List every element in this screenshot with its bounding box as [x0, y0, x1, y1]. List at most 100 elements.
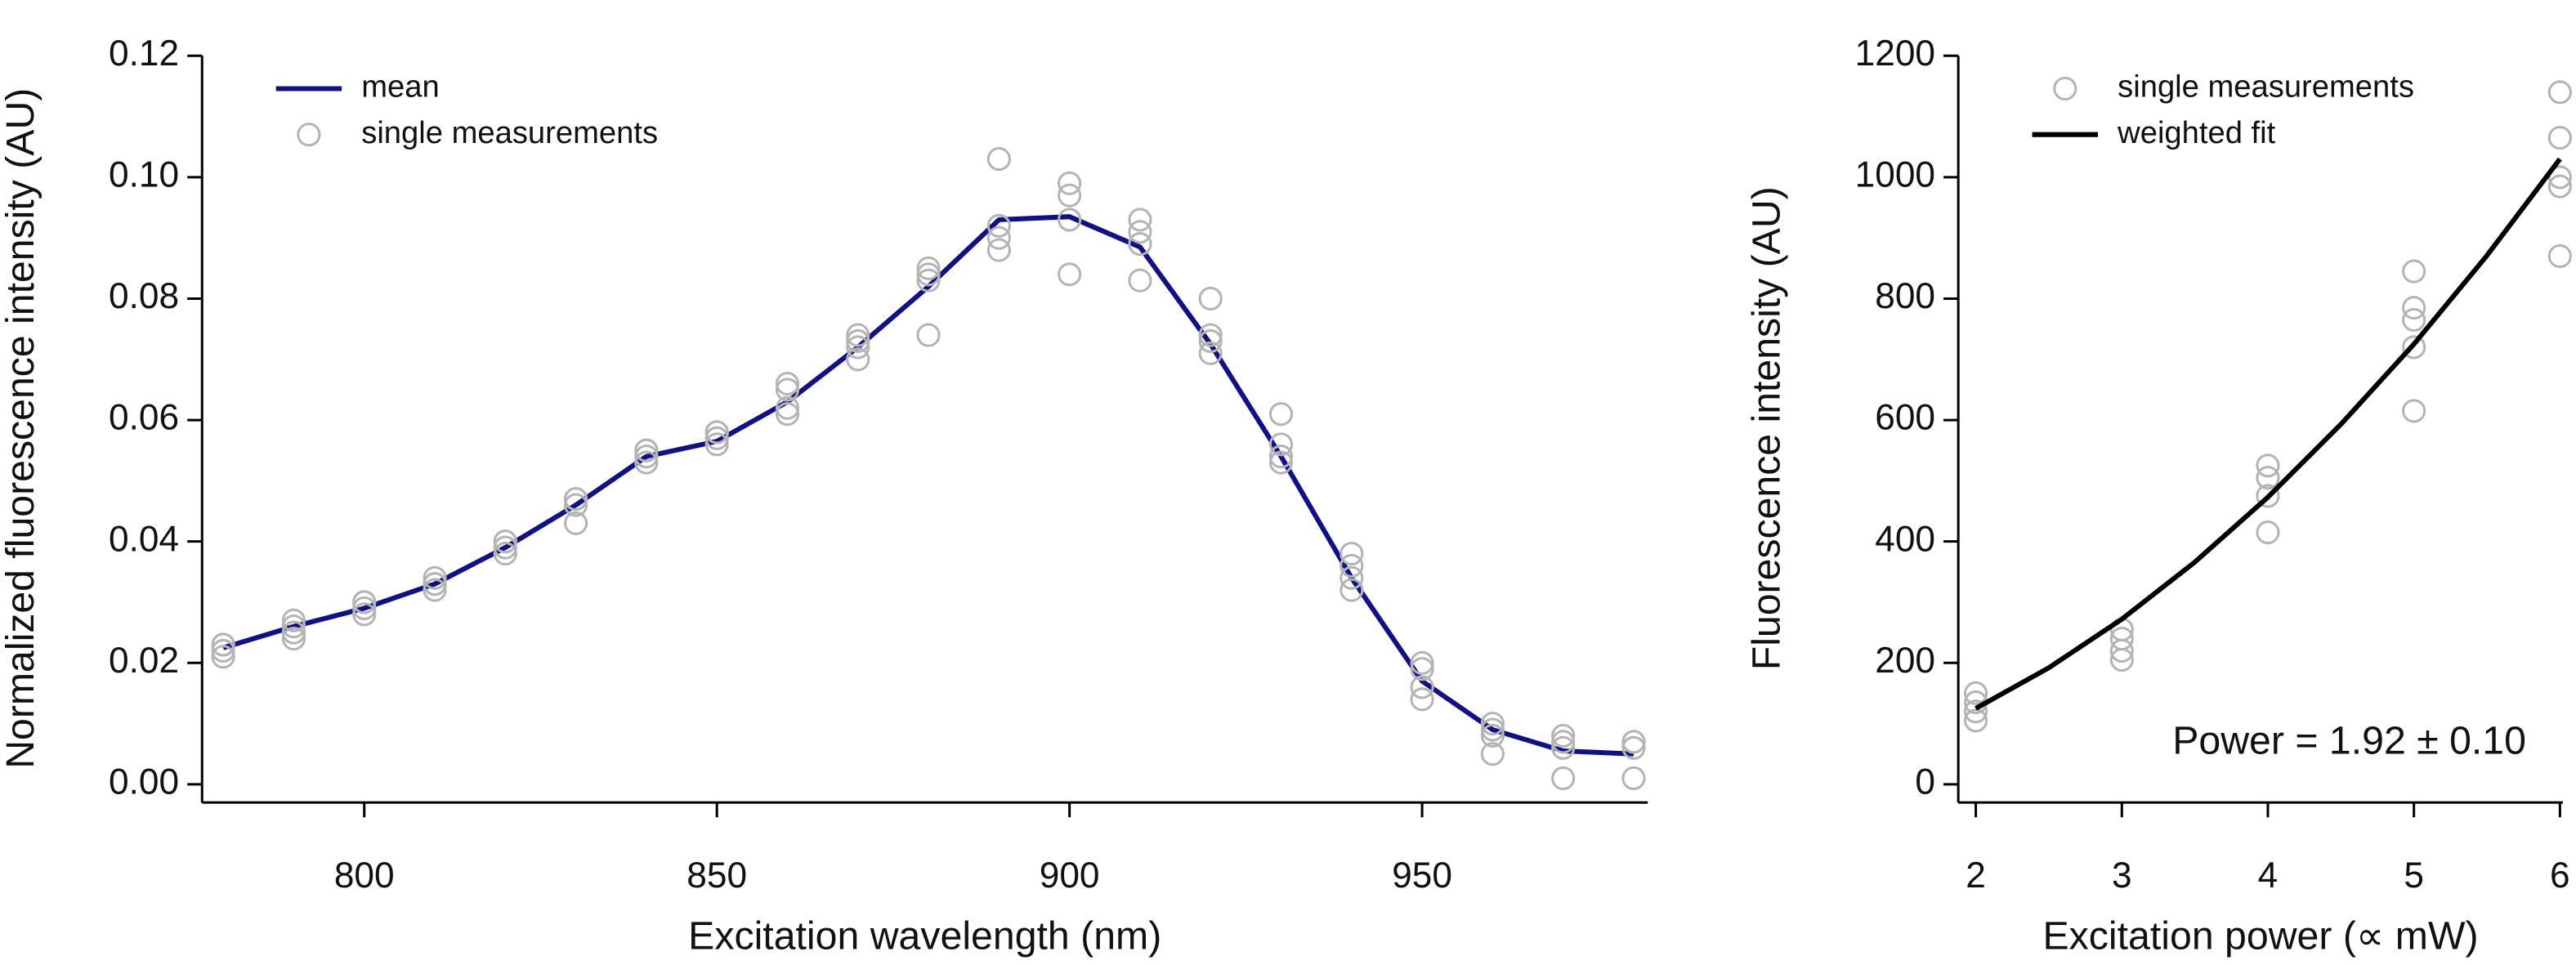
x-tick-label: 6 [2550, 856, 2570, 896]
point [916, 262, 941, 287]
y-tick-label: 0.08 [109, 276, 179, 316]
point [2547, 80, 2572, 105]
point [634, 438, 659, 462]
point [1551, 730, 1576, 754]
point [775, 402, 800, 427]
line [222, 214, 1635, 757]
point [2547, 165, 2572, 190]
point [846, 323, 870, 347]
point [2256, 466, 2280, 490]
point [1128, 208, 1152, 232]
point [1551, 723, 1576, 748]
point [493, 529, 517, 554]
point [2547, 243, 2572, 269]
point [1198, 341, 1223, 365]
point [493, 535, 517, 560]
point [2109, 626, 2134, 651]
point [1128, 268, 1152, 293]
point [1339, 553, 1364, 578]
x-tick-label: 900 [1040, 856, 1100, 896]
point [2256, 484, 2280, 508]
y-tick-label: 600 [1875, 398, 1935, 438]
point [281, 614, 306, 639]
legend-marker [2053, 76, 2077, 101]
annotation: Power = 1.92 ± 0.10 [2172, 719, 2526, 763]
point [211, 645, 235, 669]
y-tick-label: 200 [1875, 641, 1935, 681]
point [986, 238, 1011, 262]
point [634, 450, 659, 475]
point [986, 213, 1011, 238]
point [1198, 328, 1223, 354]
point [211, 638, 235, 663]
point [564, 487, 588, 512]
point [423, 578, 447, 602]
point [704, 420, 729, 445]
legend-label: single measurements [361, 115, 658, 150]
point [1410, 687, 1434, 712]
point [846, 328, 870, 354]
point [775, 371, 800, 396]
point [2256, 453, 2280, 478]
point [352, 602, 377, 627]
point [846, 335, 870, 360]
point [916, 268, 941, 293]
legend-label: mean [361, 69, 439, 105]
point [986, 147, 1011, 172]
y-tick-label: 1200 [1855, 34, 1935, 74]
point [2547, 126, 2572, 150]
x-tick-label: 3 [2112, 856, 2132, 896]
point [2547, 174, 2572, 199]
point [1480, 723, 1505, 748]
point [1480, 712, 1505, 736]
y-tick-label: 0 [1915, 762, 1935, 802]
point [1198, 286, 1223, 311]
y-tick-label: 800 [1875, 276, 1935, 316]
point [1198, 323, 1223, 347]
point [1339, 578, 1364, 602]
x-tick-label: 800 [334, 856, 395, 896]
point [1058, 171, 1082, 195]
point [1268, 432, 1294, 457]
point [1339, 565, 1364, 590]
point [423, 565, 447, 590]
legend-label: single measurements [2118, 69, 2414, 105]
point [2402, 399, 2426, 423]
legend-marker [297, 123, 321, 147]
point [1621, 735, 1646, 760]
point [1480, 717, 1505, 742]
point [1268, 445, 1294, 469]
point [1410, 650, 1434, 675]
point [634, 445, 659, 469]
point [846, 347, 870, 372]
point [1339, 541, 1364, 566]
y-tick-label: 0.10 [109, 155, 179, 195]
point [916, 256, 941, 280]
x-tick-label: 4 [2258, 856, 2279, 896]
point [1551, 766, 1576, 791]
point [423, 572, 447, 596]
point [1964, 681, 1988, 705]
y-tick-label: 0.00 [109, 762, 179, 802]
point [1964, 699, 1988, 724]
y-tick-label: 0.06 [109, 398, 179, 438]
point [916, 323, 941, 347]
point [2256, 520, 2280, 545]
point [1058, 208, 1082, 232]
x-axis-title: Excitation wavelength (nm) [688, 914, 1161, 958]
point [1058, 183, 1082, 208]
y-tick-label: 0.02 [109, 641, 179, 681]
legend-label: weighted fit [2117, 115, 2275, 150]
point [211, 632, 235, 657]
y-tick-label: 0.04 [109, 519, 179, 559]
point [564, 493, 588, 517]
x-tick-label: 950 [1392, 856, 1452, 896]
y-tick-label: 0.12 [109, 34, 179, 74]
x-tick-label: 850 [686, 856, 747, 896]
point [775, 378, 800, 402]
line [1974, 157, 2562, 711]
y-axis-title: Fluorescence intensity (AU) [1745, 186, 1789, 670]
point [1551, 735, 1576, 760]
point [2402, 307, 2426, 333]
point [1268, 450, 1294, 475]
